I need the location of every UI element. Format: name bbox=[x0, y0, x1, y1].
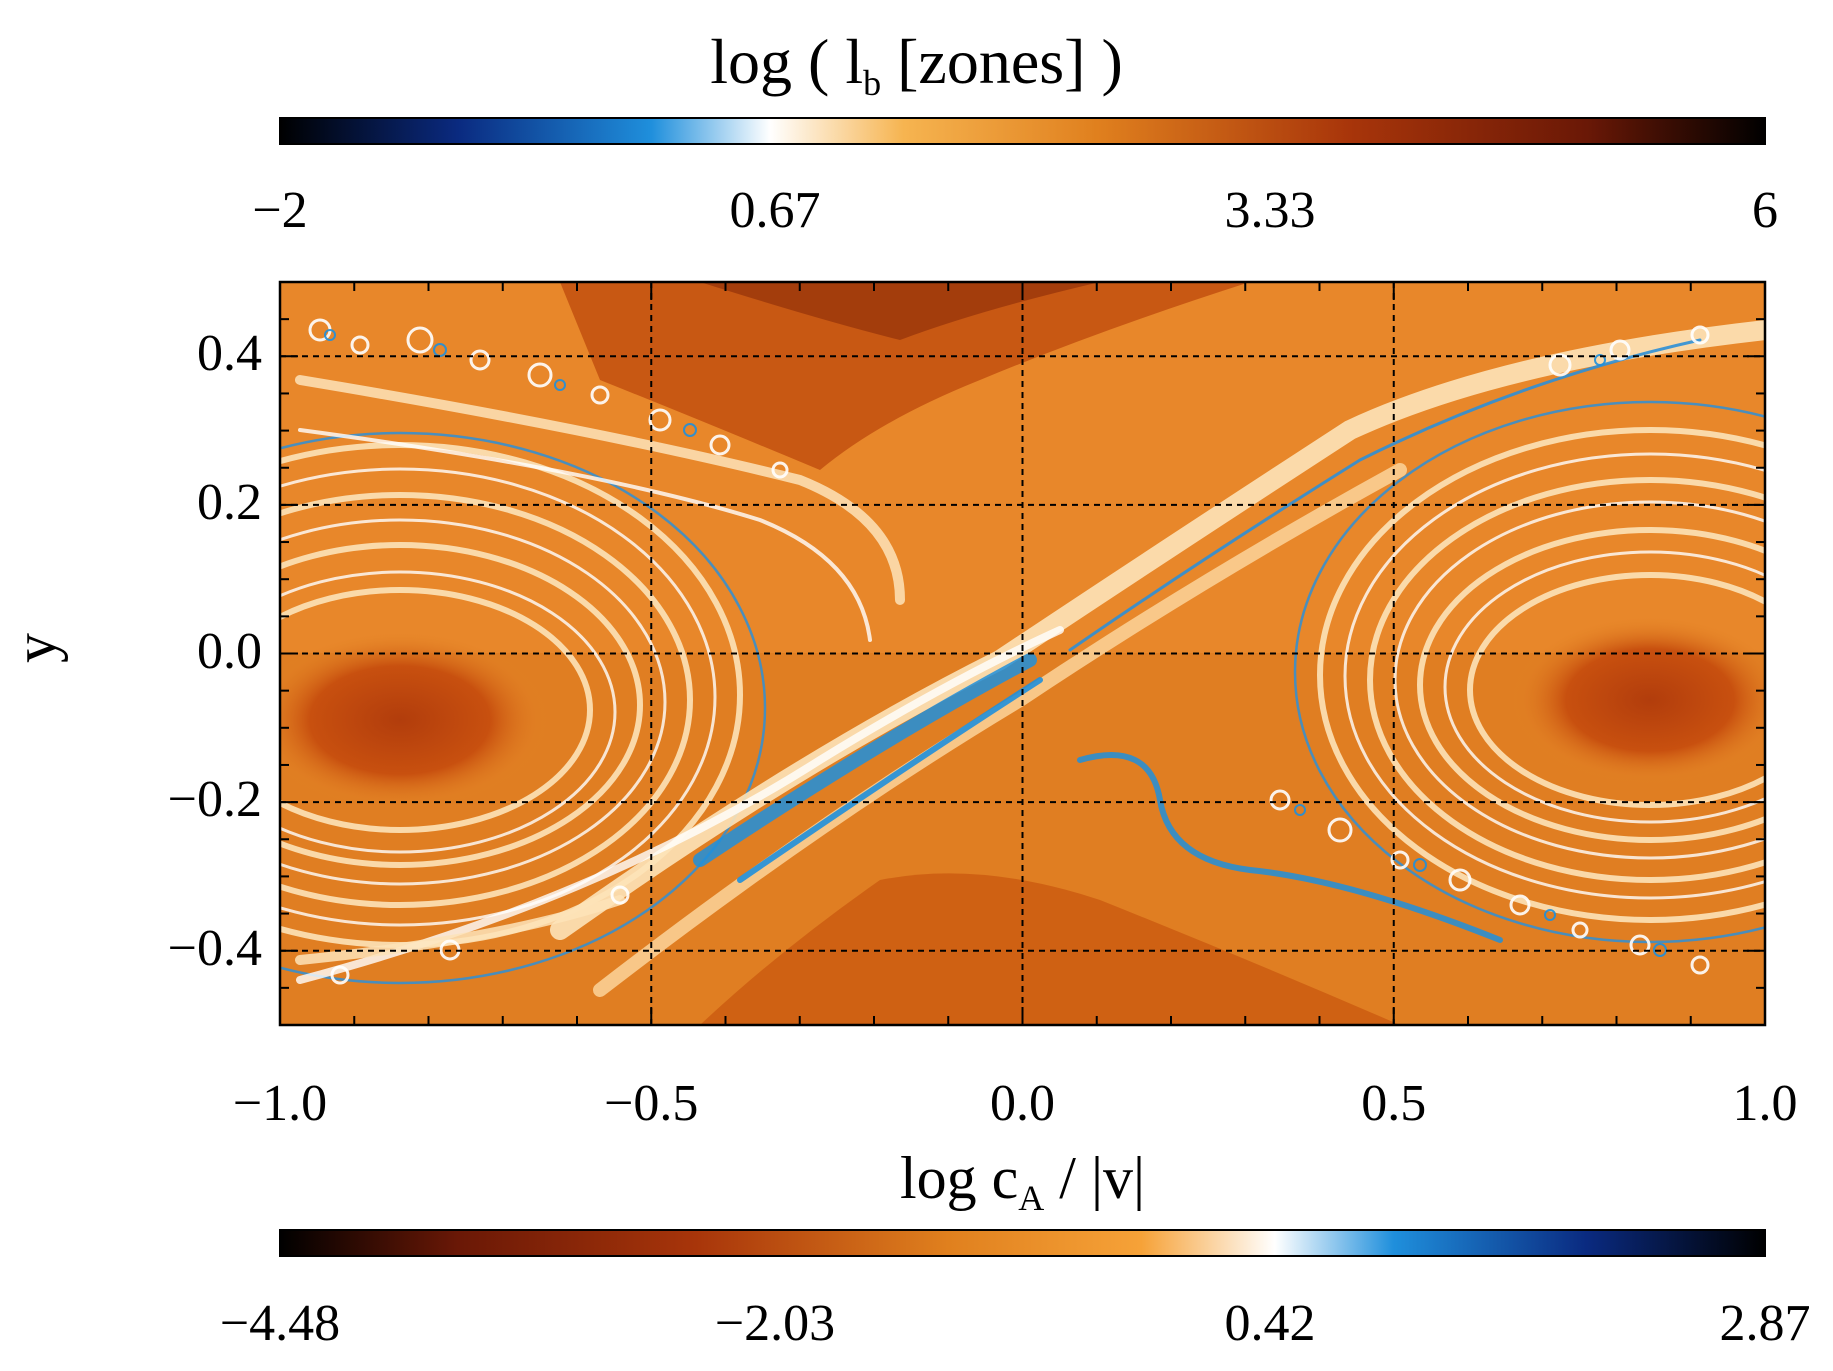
colorbar-bottom bbox=[279, 1229, 1766, 1257]
x-axis-label: log cA / |v| bbox=[899, 1145, 1145, 1218]
colorbar-bottom-tick-label: 2.87 bbox=[1719, 1295, 1811, 1352]
x-tick-label: 1.0 bbox=[1732, 1075, 1798, 1132]
y-tick-label: −0.4 bbox=[167, 919, 262, 977]
colorbar-top-tick-label: 6 bbox=[1752, 182, 1778, 239]
colorbar-top bbox=[279, 117, 1766, 145]
x-tick-label: −0.5 bbox=[604, 1075, 699, 1132]
colorbar-top-tick-label: 3.33 bbox=[1224, 182, 1316, 239]
y-tick-label: 0.0 bbox=[197, 622, 262, 680]
grid-lines bbox=[280, 282, 1765, 1025]
y-tick-label: 0.4 bbox=[197, 325, 262, 383]
x-tick-label: −1.0 bbox=[232, 1075, 328, 1132]
colorbar-bottom-tick-label: −4.48 bbox=[219, 1295, 341, 1352]
heatmap-field bbox=[280, 282, 1765, 1025]
minor-ticks bbox=[279, 281, 1766, 1026]
y-tick-label: −0.2 bbox=[167, 771, 262, 829]
y-tick-label: 0.2 bbox=[197, 473, 262, 531]
x-tick-label: 0.0 bbox=[990, 1075, 1055, 1132]
colorbar-bottom-tick-label: −2.03 bbox=[714, 1295, 836, 1352]
colorbar-top-title: log ( lb [zones] ) bbox=[710, 26, 1123, 103]
y-axis-label: y bbox=[2, 633, 68, 663]
colorbar-top-tick-label: 0.67 bbox=[729, 182, 821, 239]
x-tick-label: 0.5 bbox=[1361, 1075, 1427, 1132]
colorbar-bottom-tick-label: 0.42 bbox=[1224, 1295, 1316, 1352]
colorbar-top-tick-label: −2 bbox=[252, 182, 308, 239]
